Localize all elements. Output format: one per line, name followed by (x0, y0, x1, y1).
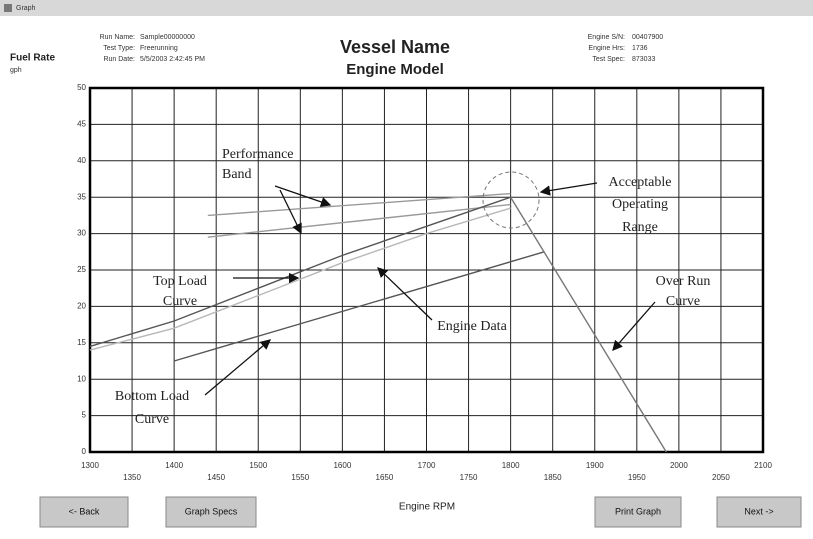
annotation: Engine Data (437, 319, 507, 334)
arrow (274, 185, 332, 207)
y-tick-label: 10 (77, 374, 86, 383)
chart-title: Vessel Name (340, 37, 450, 57)
print-graph-button[interactable] (594, 496, 682, 528)
back-button[interactable] (39, 496, 129, 528)
x-tick-label: 1300 (81, 461, 99, 470)
x-tick-label: 1600 (333, 461, 351, 470)
chart-subtitle: Engine Model (346, 61, 444, 78)
info-label: Engine Hrs: (588, 45, 625, 52)
info-label: Test Type: (103, 45, 135, 52)
annotation: Acceptable (609, 175, 672, 190)
annotation: Bottom Load (115, 389, 189, 404)
series-line (510, 196, 667, 453)
info-value: 873033 (632, 56, 655, 63)
y-tick-label: 15 (77, 338, 86, 347)
info-value: 00407900 (632, 34, 663, 41)
x-tick-label: 2100 (754, 461, 772, 470)
y-unit: gph (10, 67, 22, 74)
info-label: Run Name: (100, 34, 135, 41)
button-label: Print Graph (615, 506, 661, 516)
info-label: Engine S/N: (588, 34, 625, 41)
x-tick-label: 1650 (376, 473, 394, 482)
next-button[interactable] (716, 496, 802, 528)
annotation: Top Load (153, 274, 207, 289)
y-tick-label: 50 (77, 83, 86, 92)
y-label: Fuel Rate (10, 53, 55, 64)
y-tick-label: 45 (77, 120, 86, 129)
info-value: 5/5/2003 2:42:45 PM (140, 56, 205, 63)
annotation: Curve (666, 294, 700, 309)
window-title: Graph (16, 5, 36, 12)
window-icon (4, 4, 12, 12)
annotation: Over Run (656, 274, 711, 289)
x-tick-label: 1450 (207, 473, 225, 482)
x-tick-label: 1400 (165, 461, 183, 470)
button-label: <- Back (69, 506, 100, 516)
info-value: Sample00000000 (140, 34, 195, 41)
x-tick-label: 1550 (291, 473, 309, 482)
annotation: Operating (612, 197, 668, 212)
title-bar (0, 0, 813, 16)
info-value: Freerunning (140, 45, 178, 52)
y-tick-label: 5 (82, 411, 87, 420)
button-label: Graph Specs (185, 506, 238, 516)
operating-range-circle (482, 171, 540, 229)
series-line (173, 251, 545, 362)
x-tick-label: 1900 (586, 461, 604, 470)
series-line (89, 196, 511, 348)
annotation: Curve (135, 412, 169, 427)
x-tick-label: 1950 (628, 473, 646, 482)
graph-specs-button[interactable] (165, 496, 257, 528)
series-line (207, 203, 511, 238)
arrow (377, 267, 433, 321)
y-tick-label: 30 (77, 229, 86, 238)
x-label: Engine RPM (399, 502, 455, 513)
y-tick-label: 25 (77, 265, 86, 274)
annotation: Performance (222, 147, 294, 162)
annotation: Band (222, 167, 252, 182)
x-tick-label: 1700 (418, 461, 436, 470)
x-tick-label: 1800 (502, 461, 520, 470)
x-tick-label: 2000 (670, 461, 688, 470)
x-tick-label: 1500 (249, 461, 267, 470)
y-tick-label: 40 (77, 156, 86, 165)
info-label: Run Date: (103, 56, 135, 63)
x-tick-label: 2050 (712, 473, 730, 482)
series-line (89, 207, 511, 351)
annotations: Performance Band Acceptable Operating Ra… (115, 147, 711, 427)
info-label: Test Spec: (592, 56, 625, 63)
plot-border (88, 86, 765, 454)
arrow (612, 301, 656, 351)
x-tick-label: 1850 (544, 473, 562, 482)
y-tick-label: 35 (77, 192, 86, 201)
button-label: Next -> (744, 506, 773, 516)
y-tick-label: 20 (77, 302, 86, 311)
annotation: Curve (163, 294, 197, 309)
x-tick-label: 1350 (123, 473, 141, 482)
x-tick-label: 1750 (460, 473, 478, 482)
annotation: Range (622, 220, 658, 235)
arrow (279, 189, 302, 235)
series-line (207, 192, 511, 217)
y-tick-label: 0 (82, 447, 87, 456)
arrow (539, 182, 598, 196)
info-value: 1736 (632, 45, 648, 52)
buttons: <- Back Graph Specs Print Graph Next -> (39, 496, 802, 528)
arrow (204, 339, 271, 396)
